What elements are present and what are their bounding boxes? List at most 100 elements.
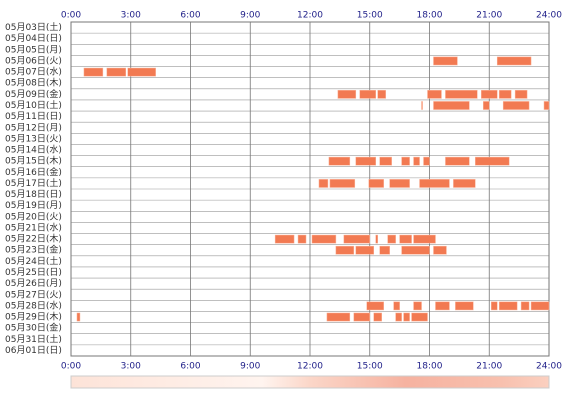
activity-bar [423, 156, 430, 166]
row-label: 05月05日(月) [5, 44, 62, 55]
activity-bar [399, 234, 412, 244]
activity-bar [435, 301, 450, 311]
row-label: 05月11日(日) [5, 111, 62, 122]
activity-bar [368, 179, 384, 188]
activity-bar [433, 245, 447, 255]
row-label: 05月13日(火) [5, 133, 62, 144]
activity-bar [311, 234, 337, 244]
activity-bar [76, 312, 81, 322]
x-tick-label: 24:00 [536, 11, 562, 21]
activity-bar [379, 245, 390, 255]
activity-bar [343, 234, 371, 244]
activity-bar [401, 245, 430, 255]
activity-bar [411, 312, 428, 322]
activity-bar [496, 56, 532, 66]
activity-bar [395, 312, 402, 322]
activity-bar [498, 301, 518, 311]
row-label: 05月26日(月) [5, 278, 62, 289]
activity-bar [530, 301, 550, 311]
row-label: 05月24日(土) [5, 255, 62, 267]
activity-bar [481, 90, 498, 99]
row-label: 05月25日(日) [5, 267, 62, 278]
activity-bar [401, 156, 410, 166]
row-label: 05月03日(土) [5, 21, 62, 33]
row-label: 05月17日(土) [5, 177, 62, 189]
activity-bar [337, 90, 357, 99]
x-tick-label: 24:00 [536, 362, 562, 372]
activity-bar [502, 101, 530, 110]
row-label: 05月30日(金) [5, 322, 62, 334]
row-label: 05月22日(木) [5, 233, 62, 245]
activity-bar [393, 301, 400, 311]
x-tick-label: 6:00 [180, 362, 200, 372]
row-label: 05月16日(金) [5, 166, 62, 178]
x-tick-label: 12:00 [297, 11, 323, 21]
activity-bar [453, 179, 476, 188]
row-label: 05月10日(土) [5, 99, 62, 111]
activity-bar [455, 301, 474, 311]
activity-bar [514, 90, 528, 99]
activity-bar [389, 179, 410, 188]
x-tick-label: 9:00 [240, 362, 260, 372]
row-label: 05月29日(木) [5, 311, 62, 323]
row-label: 05月19日(月) [5, 200, 62, 211]
activity-bar [490, 301, 498, 311]
row-label: 05月12日(月) [5, 122, 62, 133]
row-label: 05月04日(日) [5, 33, 62, 44]
row-label: 05月15日(木) [5, 155, 62, 167]
activity-bar [127, 67, 156, 77]
activity-bar [335, 245, 355, 255]
activity-bar [366, 301, 384, 311]
activity-bar [359, 90, 376, 99]
activity-bar [445, 156, 470, 166]
row-label: 05月08日(木) [5, 77, 62, 89]
activity-bar [427, 90, 442, 99]
activity-bar [413, 234, 436, 244]
row-label: 05月28日(水) [5, 299, 62, 311]
activity-bar [433, 56, 458, 66]
x-tick-label: 6:00 [180, 11, 200, 21]
activity-bar [379, 156, 392, 166]
activity-bar [520, 301, 530, 311]
activity-bar [328, 156, 351, 166]
activity-bar [421, 101, 423, 110]
row-label: 05月31日(土) [5, 333, 62, 345]
row-label: 05月27日(火) [5, 289, 62, 300]
activity-bar [387, 234, 396, 244]
activity-bar [274, 234, 295, 244]
activity-bar [433, 101, 470, 110]
x-tick-label: 12:00 [297, 362, 323, 372]
row-label: 05月18日(日) [5, 189, 62, 200]
row-label: 06月01日(日) [5, 345, 62, 356]
row-label: 05月21日(水) [5, 221, 62, 233]
row-label: 05月07日(水) [5, 66, 62, 78]
activity-bar [483, 101, 490, 110]
activity-bar [377, 90, 386, 99]
activity-bar [475, 156, 510, 166]
activity-bar [543, 101, 550, 110]
x-tick-label: 18:00 [417, 362, 443, 372]
activity-bar [413, 156, 420, 166]
x-tick-label: 18:00 [417, 11, 443, 21]
row-label: 05月06日(火) [5, 55, 62, 66]
activity-bar [297, 234, 307, 244]
activity-bar [413, 301, 422, 311]
row-label: 05月23日(金) [5, 244, 62, 256]
x-tick-label: 21:00 [476, 362, 502, 372]
activity-bar [353, 312, 371, 322]
activity-bar [419, 179, 450, 188]
activity-bar [375, 234, 378, 244]
row-label: 05月09日(金) [5, 88, 62, 100]
x-tick-label: 15:00 [357, 11, 383, 21]
x-tick-label: 21:00 [476, 11, 502, 21]
x-tick-label: 9:00 [240, 11, 260, 21]
activity-bar [83, 67, 104, 77]
activity-bar [498, 90, 512, 99]
activity-bar [106, 67, 127, 77]
activity-bar [318, 179, 329, 188]
activity-bar [326, 312, 351, 322]
activity-bar [373, 312, 382, 322]
activity-bar [403, 312, 410, 322]
row-label: 05月14日(水) [5, 144, 62, 156]
